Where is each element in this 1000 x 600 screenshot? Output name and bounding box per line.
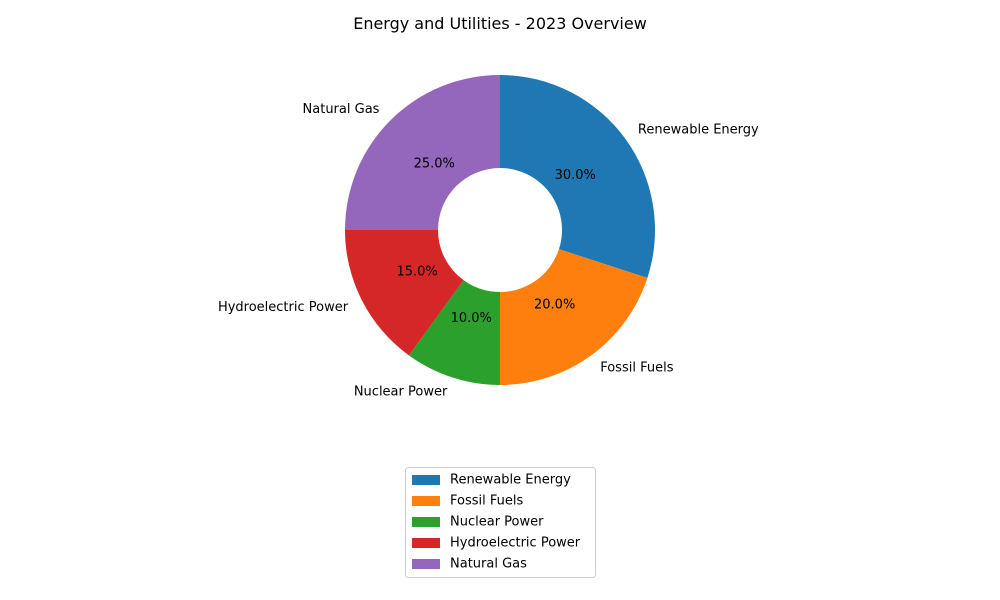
legend: Renewable Energy Fossil Fuels Nuclear Powe… bbox=[405, 467, 596, 578]
legend-swatch-fossil-fuels bbox=[412, 496, 440, 506]
percent-label-fossil-fuels: 20.0% bbox=[534, 298, 575, 313]
legend-frame bbox=[405, 467, 596, 578]
slice-renewable-energy bbox=[500, 75, 655, 278]
percent-labels-group: 30.0% 20.0% 10.0% 15.0% 25.0% bbox=[396, 157, 595, 326]
legend-swatch-natural-gas bbox=[412, 559, 440, 569]
legend-label-natural-gas: Natural Gas bbox=[450, 557, 527, 572]
slice-label-hydroelectric-power: Hydroelectric Power bbox=[218, 300, 349, 315]
slice-fossil-fuels bbox=[500, 249, 648, 385]
slice-label-fossil-fuels: Fossil Fuels bbox=[600, 360, 673, 375]
slices-group bbox=[345, 75, 655, 385]
legend-label-nuclear-power: Nuclear Power bbox=[450, 515, 544, 530]
legend-swatch-nuclear-power bbox=[412, 517, 440, 527]
percent-label-nuclear-power: 10.0% bbox=[451, 311, 492, 326]
legend-label-hydroelectric-power: Hydroelectric Power bbox=[450, 536, 581, 551]
slice-labels-group: Renewable Energy Fossil Fuels Nuclear Powe… bbox=[218, 102, 759, 400]
slice-natural-gas bbox=[345, 75, 500, 230]
percent-label-natural-gas: 25.0% bbox=[414, 157, 455, 172]
legend-swatch-hydroelectric-power bbox=[412, 538, 440, 548]
legend-label-renewable-energy: Renewable Energy bbox=[450, 473, 571, 488]
percent-label-renewable-energy: 30.0% bbox=[555, 168, 596, 183]
legend-swatch-renewable-energy bbox=[412, 475, 440, 485]
slice-hydroelectric-power bbox=[345, 230, 464, 356]
slice-label-nuclear-power: Nuclear Power bbox=[354, 385, 448, 400]
slice-label-natural-gas: Natural Gas bbox=[303, 102, 380, 117]
legend-items: Renewable Energy Fossil Fuels Nuclear Powe… bbox=[412, 473, 581, 572]
slice-label-renewable-energy: Renewable Energy bbox=[638, 122, 759, 137]
chart-title: Energy and Utilities - 2023 Overview bbox=[353, 14, 647, 33]
percent-label-hydroelectric-power: 15.0% bbox=[396, 265, 437, 280]
slice-nuclear-power bbox=[408, 280, 500, 385]
legend-label-fossil-fuels: Fossil Fuels bbox=[450, 494, 523, 509]
